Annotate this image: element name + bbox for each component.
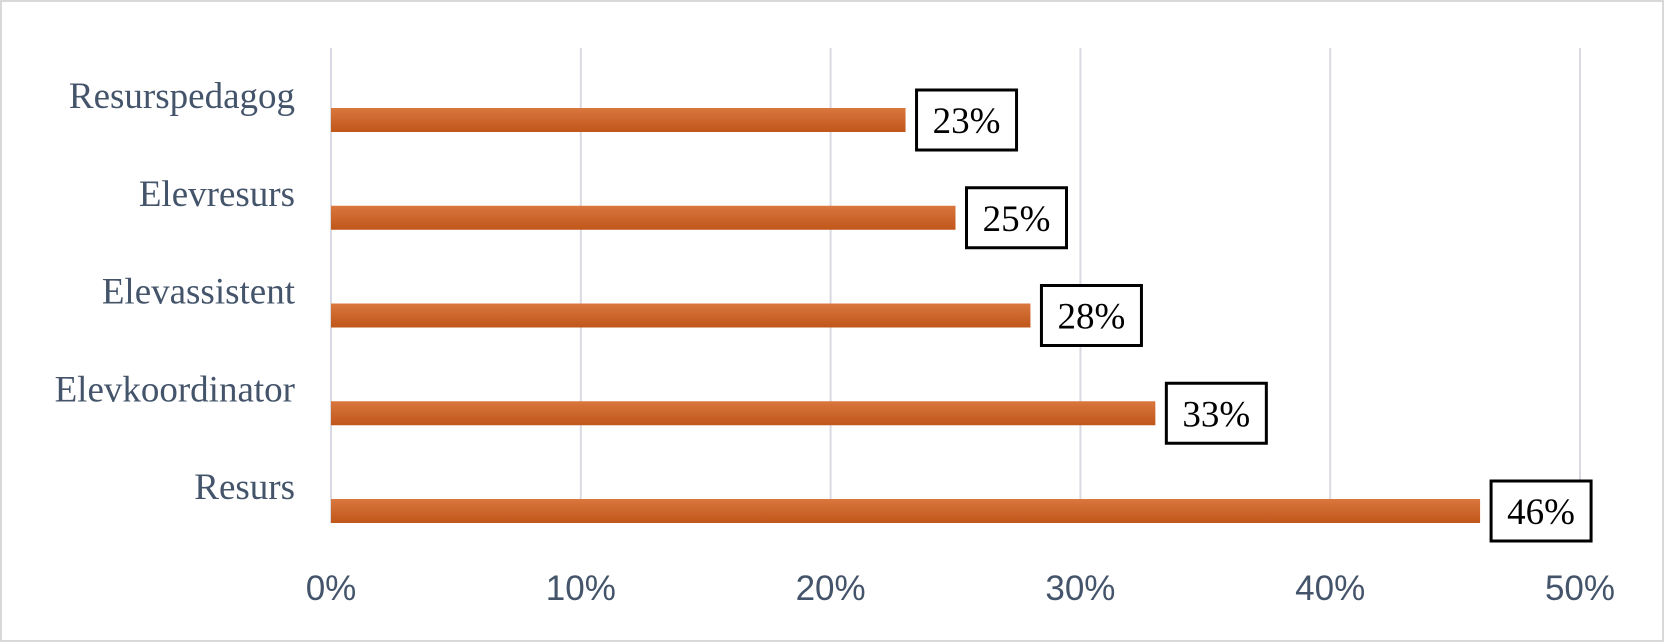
category-label: Resurs	[194, 467, 295, 508]
value-label: 28%	[1058, 297, 1126, 338]
value-label-box	[1039, 284, 1143, 347]
value-label-box	[1164, 381, 1268, 445]
bar	[331, 205, 956, 230]
value-label-box	[915, 88, 1019, 152]
bar	[331, 303, 1031, 328]
x-tick-label: 10%	[546, 569, 616, 608]
x-tick-label: 0%	[306, 569, 357, 608]
x-tick-label: 40%	[1295, 569, 1365, 608]
category-label: Elevassistent	[102, 272, 296, 313]
bar	[331, 499, 1481, 523]
category-label: Elevresurs	[139, 174, 295, 215]
bar	[331, 108, 906, 132]
x-tick-label: 20%	[796, 569, 866, 608]
x-tick-label: 30%	[1045, 569, 1115, 608]
value-label: 23%	[933, 101, 1001, 142]
category-label: Resurspedagog	[69, 76, 295, 117]
value-label: 33%	[1182, 394, 1250, 435]
bar	[331, 401, 1156, 426]
category-label: Elevkoordinator	[55, 369, 295, 410]
x-tick-label: 50%	[1545, 569, 1615, 608]
value-label: 46%	[1507, 492, 1575, 533]
value-label-box	[965, 186, 1068, 250]
value-label-box	[1489, 479, 1593, 543]
value-label: 25%	[983, 199, 1051, 240]
